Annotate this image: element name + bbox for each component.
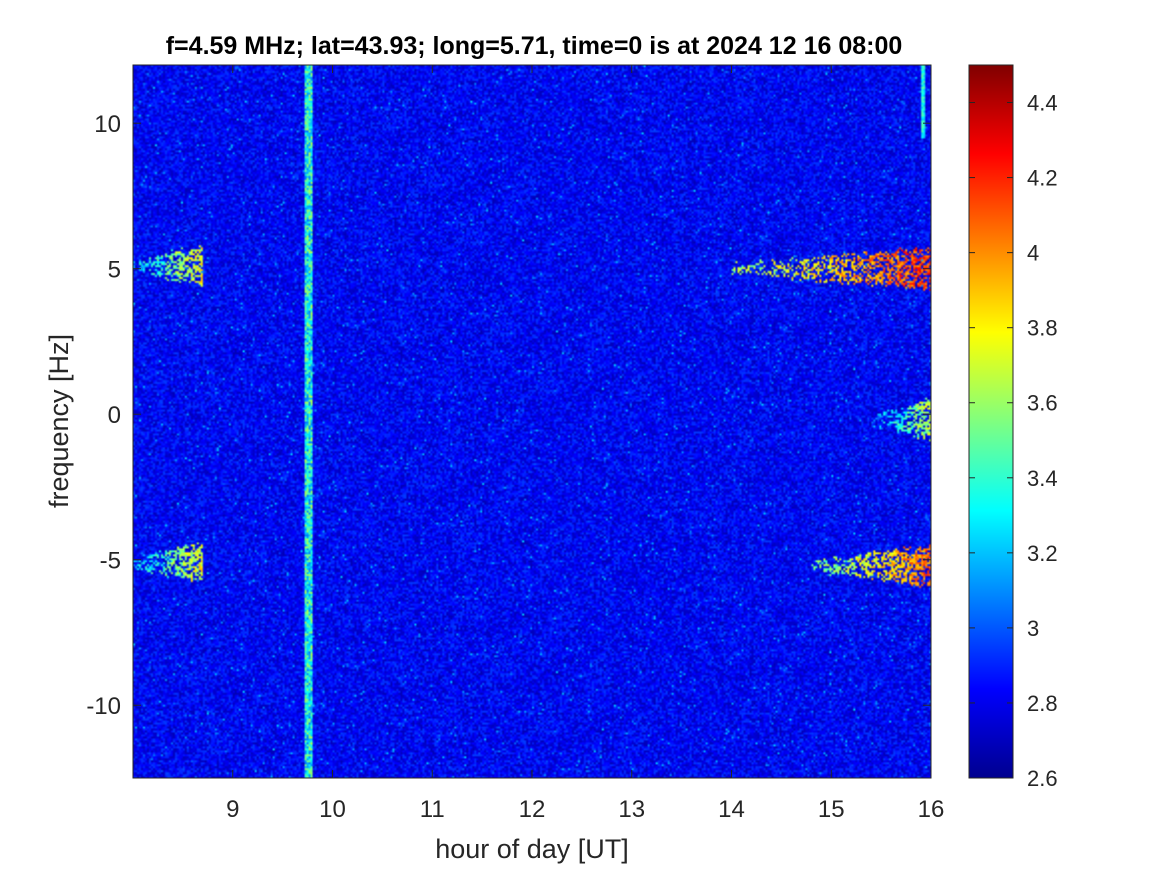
colorbar-tick-label: 3 bbox=[1027, 616, 1039, 641]
x-tick-label: 10 bbox=[319, 796, 346, 823]
colorbar-tick-label: 2.8 bbox=[1027, 691, 1058, 716]
colorbar: 4.4 4.2 4 3.8 3.6 3.4 3.2 3 2.8 2.6 bbox=[968, 64, 1058, 791]
x-tick-label: 16 bbox=[918, 796, 945, 823]
y-axis-label: frequency [Hz] bbox=[44, 334, 74, 508]
y-tick-label: -5 bbox=[100, 548, 121, 575]
chart-title: f=4.59 MHz; lat=43.93; long=5.71, time=0… bbox=[166, 32, 903, 60]
x-tick-label: 15 bbox=[818, 796, 845, 823]
plot-area bbox=[132, 64, 932, 779]
colorbar-tick-label: 2.6 bbox=[1027, 766, 1058, 791]
colorbar-tick-label: 4.4 bbox=[1027, 91, 1058, 116]
y-tick-label: 0 bbox=[108, 402, 121, 429]
colorbar-frame bbox=[968, 64, 1014, 779]
colorbar-ticks: 4.4 4.2 4 3.8 3.6 3.4 3.2 3 2.8 2.6 bbox=[969, 91, 1058, 791]
x-tick-label: 12 bbox=[519, 796, 546, 823]
x-tick-label: 11 bbox=[420, 796, 445, 823]
y-axis: 10 5 0 -5 -10 bbox=[86, 111, 931, 720]
x-tick-label: 9 bbox=[226, 796, 239, 823]
colorbar-tick-label: 3.6 bbox=[1027, 391, 1058, 416]
x-axis: 9 10 11 12 13 14 15 16 bbox=[226, 65, 944, 823]
colorbar-tick-label: 3.4 bbox=[1027, 466, 1058, 491]
colorbar-tick-label: 4.2 bbox=[1027, 166, 1058, 191]
colorbar-tick-label: 3.8 bbox=[1027, 316, 1058, 341]
y-tick-label: 10 bbox=[94, 111, 121, 138]
x-axis-label: hour of day [UT] bbox=[435, 834, 629, 864]
y-tick-label: 5 bbox=[108, 257, 121, 284]
x-tick-label: 14 bbox=[718, 796, 745, 823]
spectrogram-heatmap bbox=[133, 65, 931, 778]
colorbar-gradient bbox=[969, 65, 1013, 778]
colorbar-tick-label: 3.2 bbox=[1027, 541, 1058, 566]
y-tick-label: -10 bbox=[86, 693, 121, 720]
colorbar-tick-label: 4 bbox=[1027, 241, 1039, 266]
x-tick-label: 13 bbox=[618, 796, 645, 823]
